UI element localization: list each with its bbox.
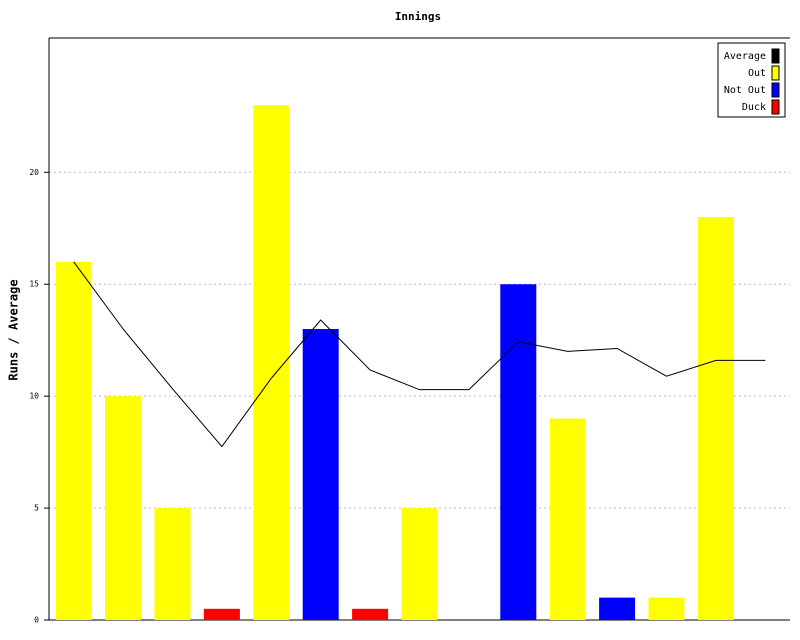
bar xyxy=(203,608,240,620)
bar xyxy=(105,396,142,620)
legend-label: Average xyxy=(724,51,766,62)
chart-title: Innings xyxy=(395,10,441,23)
y-tick-label: 5 xyxy=(34,504,39,513)
bar xyxy=(648,597,685,620)
bar xyxy=(154,508,191,620)
legend-swatch xyxy=(771,48,780,64)
legend-label: Not Out xyxy=(724,85,766,96)
legend-label: Duck xyxy=(742,102,766,113)
y-tick-label: 0 xyxy=(34,616,39,625)
legend-swatch xyxy=(771,82,780,98)
bar xyxy=(352,608,389,620)
bar xyxy=(253,105,290,620)
bar xyxy=(697,217,734,621)
bar xyxy=(599,597,636,620)
legend-swatch xyxy=(771,65,780,81)
y-tick-label: 15 xyxy=(29,280,39,289)
legend-swatch xyxy=(771,99,780,115)
bar xyxy=(55,261,92,620)
bar xyxy=(549,418,586,620)
y-tick-label: 10 xyxy=(29,392,39,401)
y-axis-label: Runs / Average xyxy=(7,279,21,380)
legend-label: Out xyxy=(748,68,766,79)
bar xyxy=(500,284,537,620)
bar xyxy=(302,329,339,620)
bar xyxy=(401,508,438,620)
average-line xyxy=(73,261,766,448)
y-tick-label: 20 xyxy=(29,168,39,177)
